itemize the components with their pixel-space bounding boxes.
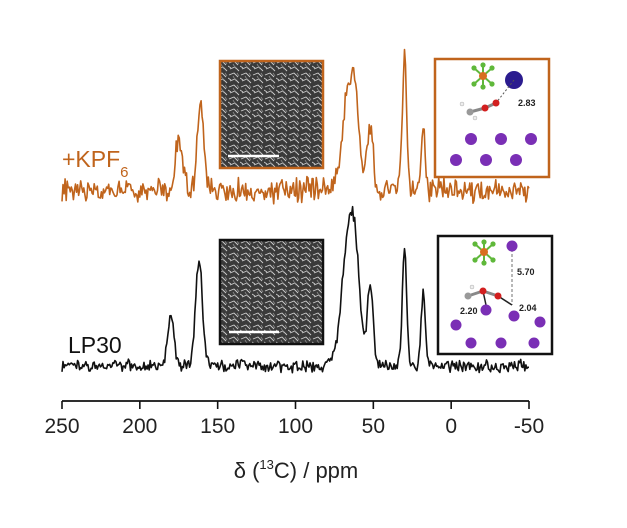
- x-tick-label: 0: [445, 415, 457, 438]
- kpf6-series-label: +KPF6: [62, 146, 129, 181]
- lp30-distance-label-3: 2.04: [519, 303, 537, 313]
- kpf6-spectrum-line: [61, 48, 530, 205]
- x-axis-title-suffix: C) / ppm: [274, 458, 358, 483]
- x-axis-title: δ (13C) / ppm: [234, 457, 359, 483]
- kpf6-label-subscript: 6: [120, 164, 128, 181]
- kpf6-label-main: +KPF: [62, 146, 120, 172]
- potassium-lattice: [450, 240, 546, 349]
- lp30-distance-label-2: 2.20: [460, 306, 478, 316]
- x-tick-label: -50: [514, 415, 544, 438]
- x-axis-ticks: 250 200 150 100 50 0 -50: [44, 401, 544, 438]
- lp30-sem-inset: [218, 238, 325, 346]
- x-tick-label: 100: [278, 415, 313, 438]
- x-axis-title-superscript: 13: [259, 457, 273, 472]
- pf6-anion: [471, 62, 495, 90]
- lp30-distance-label-1: 5.70: [517, 267, 535, 277]
- ec-molecule: [459, 99, 500, 121]
- x-tick-label: 150: [200, 415, 235, 438]
- x-tick-label: 50: [362, 415, 385, 438]
- ec-molecule: [464, 284, 513, 306]
- lp30-series-label: LP30: [68, 332, 122, 358]
- x-tick-label: 200: [122, 415, 157, 438]
- kpf6-structure-inset: 2.83: [433, 57, 551, 179]
- kpf6-distance-label: 2.83: [518, 98, 536, 108]
- lp30-spectrum-line: [61, 205, 529, 374]
- x-axis-title-prefix: δ (: [234, 458, 260, 483]
- lp30-structure-inset: 5.70 2.20 2.04: [436, 234, 554, 356]
- kpf6-sem-inset: [218, 59, 325, 170]
- x-tick-label: 250: [44, 415, 79, 438]
- potassium-lattice: [450, 133, 537, 166]
- pf6-anion: [472, 239, 496, 266]
